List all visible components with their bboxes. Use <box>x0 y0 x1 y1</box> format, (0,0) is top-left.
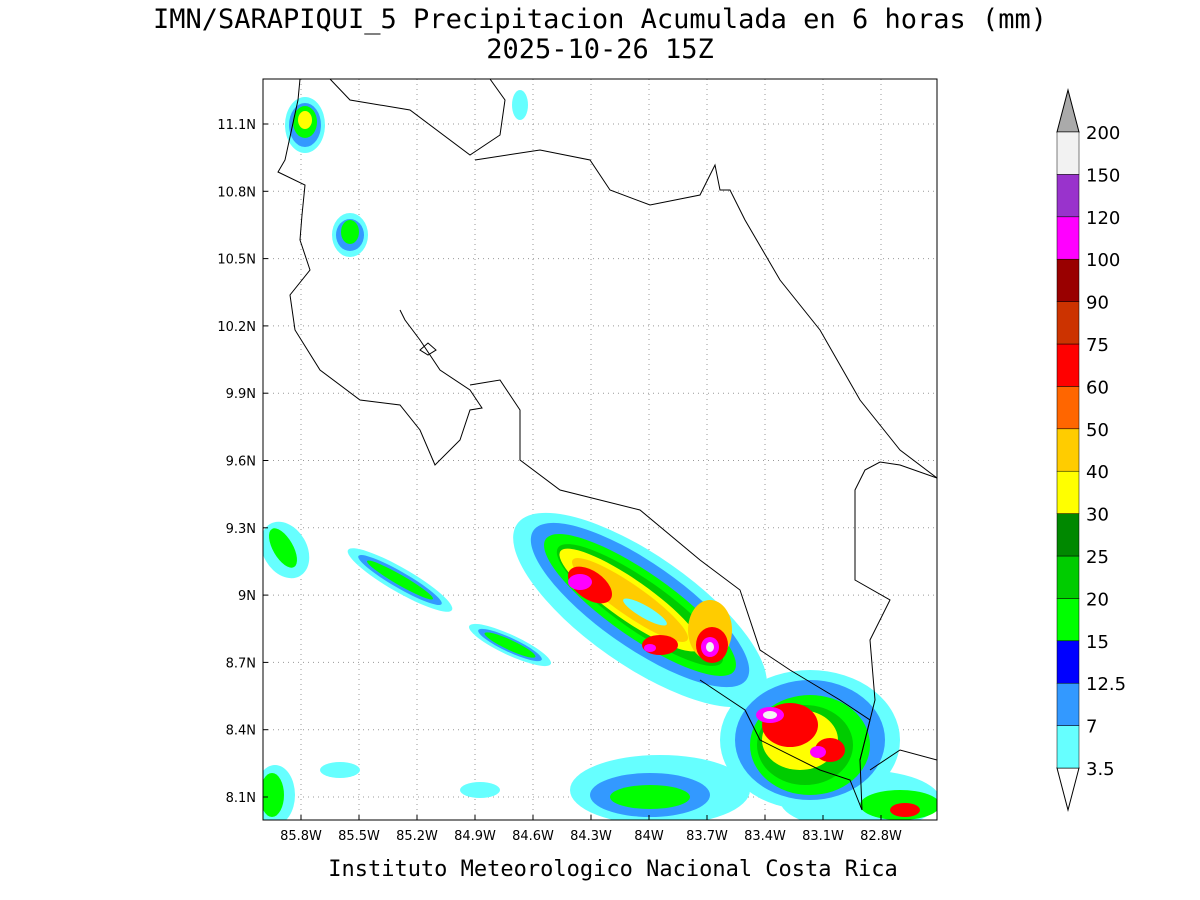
lat-label: 9.9N <box>226 387 256 402</box>
colorbar-over <box>1056 88 1080 133</box>
colorbar-label: 12.5 <box>1086 674 1126 695</box>
colorbar-label: 200 <box>1086 123 1120 144</box>
lon-label: 85.8W <box>280 829 322 844</box>
colorbar-label: 150 <box>1086 165 1120 186</box>
lon-label: 82.8W <box>860 829 902 844</box>
colorbar-segment <box>1056 640 1080 684</box>
grid <box>263 79 937 820</box>
lat-label: 9.6N <box>226 455 256 470</box>
lat-label: 11.1N <box>217 118 256 133</box>
lat-label: 8.7N <box>226 656 256 671</box>
map <box>263 79 937 820</box>
colorbar-segment <box>1056 301 1080 345</box>
lon-label: 85.2W <box>396 829 438 844</box>
colorbar-segment <box>1056 131 1080 175</box>
lon-label: 84.9W <box>454 829 496 844</box>
footer: Instituto Meteorologico Nacional Costa R… <box>328 857 898 882</box>
colorbar-label: 75 <box>1086 335 1109 356</box>
lat-label: 9.3N <box>226 522 256 537</box>
lon-label: 84.3W <box>570 829 612 844</box>
colorbar-label: 20 <box>1086 589 1109 610</box>
subtitle: 2025-10-26 15Z <box>486 34 714 65</box>
lat-label: 8.4N <box>226 724 256 739</box>
colorbar-segment <box>1056 725 1080 769</box>
colorbar-label: 60 <box>1086 377 1109 398</box>
colorbar-label: 30 <box>1086 505 1109 526</box>
lat-label: 8.1N <box>226 791 256 806</box>
colorbar-under <box>1056 767 1080 812</box>
precipitation <box>263 90 937 820</box>
colorbar-segment <box>1056 174 1080 218</box>
colorbar-segment <box>1056 428 1080 472</box>
lon-label: 84.6W <box>512 829 554 844</box>
colorbar-label: 3.5 <box>1086 759 1115 780</box>
colorbar-segment <box>1056 470 1080 514</box>
lon-label: 85.5W <box>338 829 380 844</box>
lon-label: 83.4W <box>744 829 786 844</box>
colorbar-segment <box>1056 513 1080 557</box>
colorbar-segment <box>1056 555 1080 599</box>
colorbar: 3.5 7 12.5 15 20 25 30 40 50 60 75 90 100 120 150 200 <box>1056 88 1126 812</box>
colorbar-label: 15 <box>1086 632 1109 653</box>
lat-label: 10.2N <box>217 320 256 335</box>
colorbar-segment <box>1056 386 1080 430</box>
lon-label: 83.7W <box>686 829 728 844</box>
colorbar-segment <box>1056 598 1080 642</box>
colorbar-label: 90 <box>1086 293 1109 314</box>
colorbar-segment <box>1056 258 1080 302</box>
colorbar-segment <box>1056 216 1080 260</box>
colorbar-label: 25 <box>1086 547 1109 568</box>
lon-label: 84W <box>634 829 664 844</box>
colorbar-label: 100 <box>1086 250 1120 271</box>
lon-label: 83.1W <box>802 829 844 844</box>
colorbar-label: 40 <box>1086 462 1109 483</box>
lat-label: 10.5N <box>217 253 256 268</box>
lat-label: 10.8N <box>217 185 256 200</box>
map-frame <box>262 78 938 821</box>
axis-labels: 85.8W 85.5W 85.2W 84.9W 84.6W 84.3W 84W 83.7W 83… <box>217 118 902 844</box>
colorbar-segment <box>1056 343 1080 387</box>
title: IMN/SARAPIQUI_5 Precipitacion Acumulada … <box>153 4 1047 35</box>
colorbar-label: 120 <box>1086 208 1120 229</box>
coastlines <box>277 79 937 811</box>
lat-label: 9N <box>238 589 256 604</box>
colorbar-segment <box>1056 682 1080 726</box>
colorbar-label: 50 <box>1086 420 1109 441</box>
colorbar-label: 7 <box>1086 717 1097 738</box>
